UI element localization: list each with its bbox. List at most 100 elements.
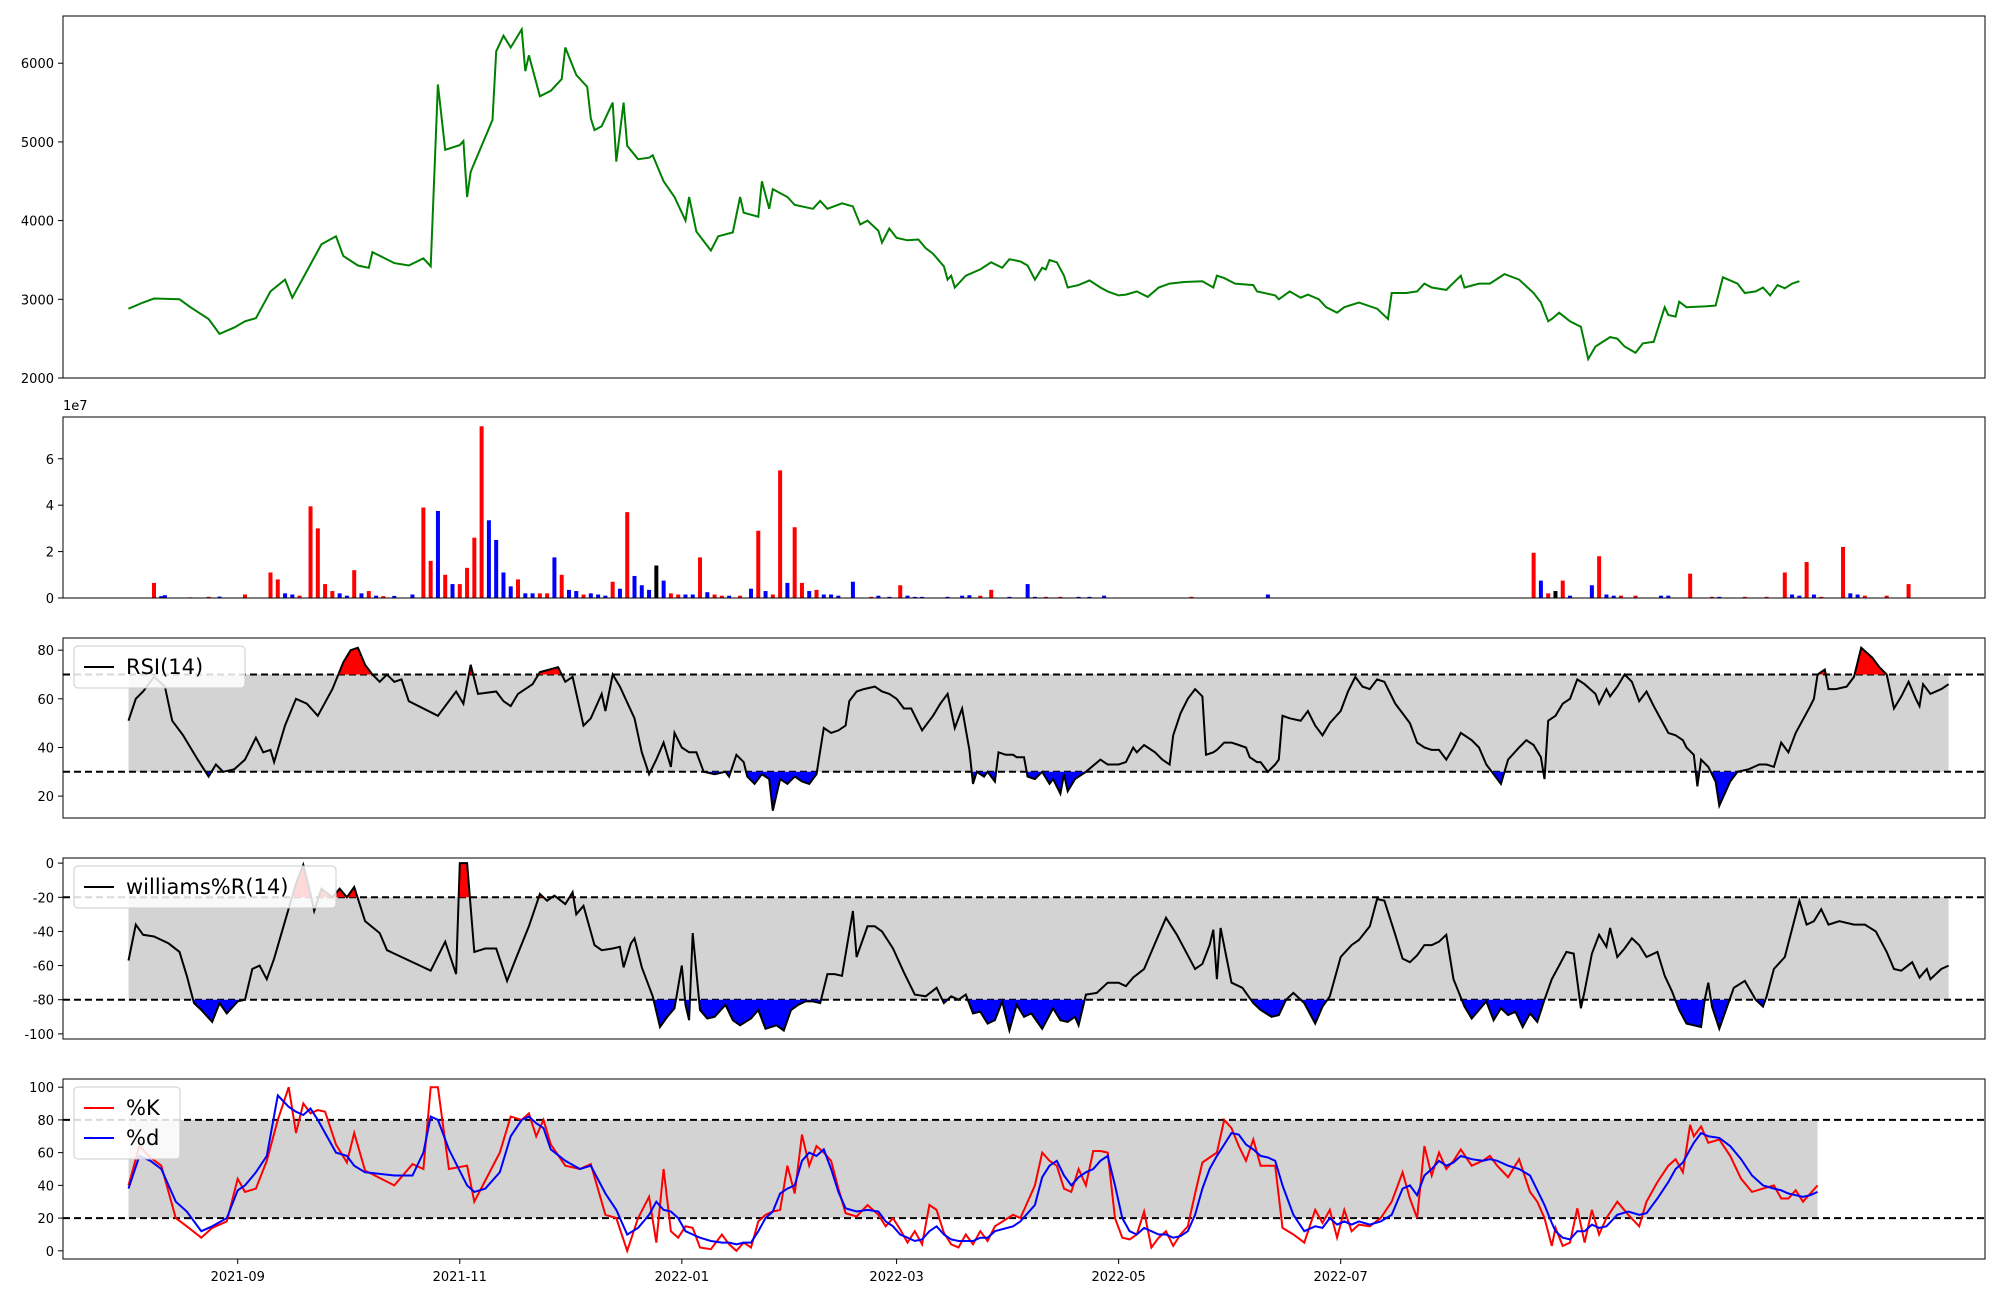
- panel-4-neutral-band: [128, 1119, 1818, 1219]
- volume-bar: [308, 506, 313, 598]
- volume-bar: [1597, 556, 1602, 598]
- oversold-fill: [1461, 999, 1545, 1027]
- overbought-fill: [338, 647, 373, 675]
- y-tick-label: 2: [46, 546, 54, 561]
- oversold-fill: [1300, 999, 1328, 1024]
- panel-3-neutral-band: [128, 897, 1949, 1000]
- volume-bar: [1265, 594, 1270, 598]
- volume-bar: [1666, 595, 1671, 598]
- volume-bar: [1862, 595, 1867, 598]
- volume-bar: [1189, 596, 1194, 598]
- volume-bar: [770, 594, 775, 598]
- volume-bar: [472, 537, 477, 598]
- volume-bar: [1819, 596, 1824, 598]
- volume-bar: [727, 595, 732, 598]
- legend-label-k: %K: [126, 1096, 161, 1120]
- volume-bar: [1604, 594, 1609, 598]
- volume-bar: [435, 510, 440, 598]
- volume-bar: [683, 594, 688, 598]
- volume-bar: [960, 595, 965, 598]
- volume-bar: [1797, 595, 1802, 598]
- volume-bar: [283, 593, 288, 598]
- volume-bar: [807, 591, 812, 598]
- volume-bar: [1032, 596, 1037, 598]
- volume-bar: [275, 579, 280, 598]
- volume-bar: [1531, 552, 1536, 598]
- volume-bar: [799, 582, 804, 598]
- volume-bar: [323, 584, 328, 598]
- y-tick-label: 60: [37, 1147, 54, 1162]
- volume-bar: [814, 589, 819, 598]
- volume-bar: [668, 593, 673, 598]
- oversold-fill: [699, 999, 821, 1031]
- volume-bar: [1848, 593, 1853, 598]
- volume-bar: [676, 594, 681, 598]
- y-tick-label: 0: [46, 592, 54, 607]
- volume-bar: [1884, 595, 1889, 598]
- panel-3-legend: williams%R(14): [73, 865, 337, 909]
- volume-bar: [516, 579, 521, 598]
- volume-bar: [545, 593, 550, 598]
- volume-bar: [374, 595, 379, 598]
- volume-bar: [1538, 580, 1543, 598]
- x-tick-label: 2021-09: [211, 1270, 265, 1285]
- volume-bar: [1709, 596, 1714, 598]
- volume-bar: [698, 557, 703, 598]
- volume-bar: [778, 470, 783, 598]
- y-tick-label: 20: [37, 1212, 54, 1227]
- oversold-fill: [746, 771, 817, 811]
- volume-bar: [1546, 593, 1551, 598]
- panel-2-indicator-line: [127, 645, 1950, 811]
- y-tick-label: 3000: [21, 293, 54, 308]
- volume-offset-label: 1e7: [63, 399, 88, 414]
- panel-0-frame: [62, 15, 1986, 379]
- y-tick-label: 20: [37, 790, 54, 805]
- volume-bar: [421, 507, 426, 598]
- volume-bar: [486, 520, 491, 598]
- volume-bar: [610, 581, 615, 598]
- volume-bar: [443, 574, 448, 598]
- volume-bar: [639, 585, 644, 598]
- volume-bar: [661, 580, 666, 598]
- legend-label-d: %d: [126, 1126, 159, 1150]
- volume-bar: [559, 574, 564, 598]
- volume-bar: [617, 588, 622, 598]
- volume-bar: [1025, 584, 1030, 598]
- volume-bar: [315, 528, 320, 598]
- oversold-fill: [1710, 999, 1730, 1029]
- volume-bar: [1782, 572, 1787, 598]
- volume-bar: [330, 591, 335, 598]
- volume-bar: [1589, 585, 1594, 598]
- volume-bar: [152, 582, 157, 598]
- volume-bar: [1560, 580, 1565, 598]
- volume-bar: [581, 594, 586, 598]
- volume-bar: [1804, 562, 1809, 598]
- volume-bar: [162, 595, 167, 598]
- volume-bar: [410, 594, 415, 598]
- y-tick-label: 6000: [21, 57, 54, 72]
- volume-bar: [748, 588, 753, 598]
- volume-bar: [705, 592, 710, 598]
- volume-bar: [978, 595, 983, 598]
- volume-bar: [1568, 595, 1573, 598]
- volume-bar: [508, 586, 513, 598]
- volume-bar: [523, 593, 528, 598]
- volume-bar: [428, 560, 433, 598]
- oversold-fill: [1250, 999, 1287, 1017]
- volume-bar: [537, 593, 542, 598]
- volume-bar: [1633, 595, 1638, 598]
- panel-4-frame: [62, 1078, 1986, 1260]
- volume-bar: [1742, 596, 1747, 598]
- volume-bar: [479, 426, 484, 598]
- y-tick-label: 2000: [21, 372, 54, 387]
- volume-bar: [1087, 596, 1092, 598]
- volume-bar: [905, 595, 910, 598]
- volume-bar: [829, 594, 834, 598]
- y-tick-label: 4: [46, 499, 54, 514]
- volume-bar: [566, 589, 571, 598]
- volume-bar: [159, 596, 164, 598]
- volume-bar: [876, 595, 881, 598]
- volume-bar: [869, 596, 874, 598]
- volume-bar: [366, 591, 371, 598]
- volume-bar: [552, 557, 557, 598]
